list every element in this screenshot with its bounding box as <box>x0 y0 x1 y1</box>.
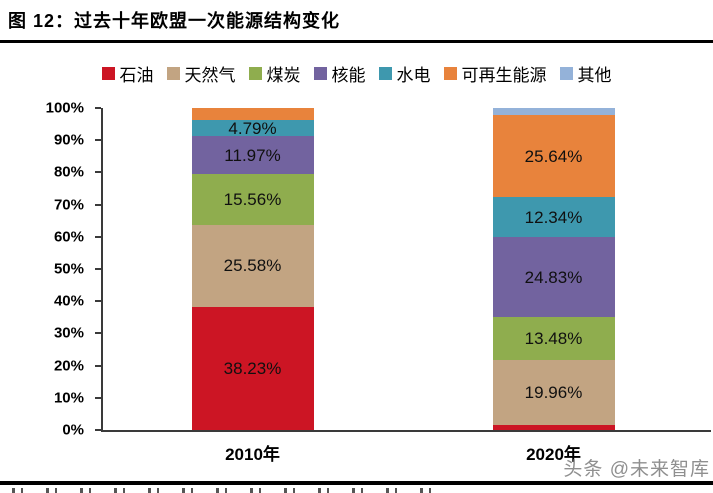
x-axis-category-label: 2010年 <box>225 445 280 464</box>
y-axis-tick-label: 30% <box>53 324 84 342</box>
y-axis-tick-mark <box>95 396 101 399</box>
y-axis-tick-mark <box>95 107 101 109</box>
legend-item-可再生能源: 可再生能源 <box>443 61 547 86</box>
legend-item-石油: 石油 <box>101 61 154 86</box>
legend-label: 可再生能源 <box>461 65 547 85</box>
y-axis-tick-mark <box>95 203 101 206</box>
legend-swatch-icon <box>559 66 573 80</box>
y-axis-tick-label: 70% <box>53 196 84 214</box>
legend-item-核能: 核能 <box>313 61 366 86</box>
bar-segment-核能: 11.97% <box>191 135 314 175</box>
chart-legend: 石油 天然气 煤炭 核能 水电 可再生能源 其他 <box>0 58 713 88</box>
watermark-text: 头条 @未来智库 <box>563 459 710 480</box>
y-axis-tick-label: 0% <box>62 421 84 439</box>
bar-segment-核能: 24.83% <box>492 237 615 317</box>
y-axis-tick-label: 40% <box>53 292 84 310</box>
bar-segment-value: 19.96% <box>524 383 583 403</box>
legend-swatch-icon <box>443 66 457 80</box>
y-axis-tick-label: 10% <box>53 389 84 407</box>
y-axis-tick-label: 80% <box>53 163 84 181</box>
y-axis-tick-mark <box>95 171 101 174</box>
legend-label: 其他 <box>577 65 612 85</box>
legend-item-其他: 其他 <box>559 61 612 86</box>
bar-segment-煤炭: 13.48% <box>492 317 615 361</box>
legend-item-水电: 水电 <box>378 61 431 86</box>
bar-segment-value: 24.83% <box>524 267 583 287</box>
y-axis-tick-label: 100% <box>45 99 84 117</box>
bar-segment-水电: 4.79% <box>191 118 314 138</box>
legend-item-煤炭: 煤炭 <box>248 61 301 86</box>
bar-segment-石油 <box>492 424 615 430</box>
bottom-divider-line <box>0 481 713 485</box>
x-axis-category-label: 2020年 <box>526 445 581 464</box>
y-axis-tick-mark <box>95 139 101 142</box>
y-axis-tick-mark <box>95 364 101 367</box>
bar-segment-value: 11.97% <box>224 145 281 165</box>
legend-label: 煤炭 <box>266 65 301 85</box>
legend-label: 核能 <box>331 65 366 85</box>
bar-segment-value: 25.64% <box>524 146 583 166</box>
bar-segment-value: 25.58% <box>223 256 282 276</box>
title-divider-line <box>0 40 713 43</box>
y-axis-tick-label: 50% <box>53 260 84 278</box>
bar-segment-value: 15.56% <box>223 189 282 209</box>
bar-segment-其他 <box>492 108 615 115</box>
legend-swatch-icon <box>378 66 392 80</box>
bar-segment-value: 38.23% <box>223 358 282 378</box>
cropped-footer-text <box>12 488 452 493</box>
y-axis-tick-mark <box>95 235 101 238</box>
legend-item-天然气: 天然气 <box>166 61 236 86</box>
y-axis-tick-label: 90% <box>53 131 84 149</box>
bar-segment-天然气: 19.96% <box>492 360 615 425</box>
legend-swatch-icon <box>248 66 262 80</box>
y-axis-tick-mark <box>95 268 101 270</box>
bar-segment-value: 4.79% <box>228 118 277 138</box>
y-axis-tick-label: 20% <box>53 357 84 375</box>
y-axis-line <box>101 108 103 430</box>
bar-segment-水电: 12.34% <box>492 197 615 238</box>
legend-swatch-icon <box>313 66 327 80</box>
figure-title: 图 12：过去十年欧盟一次能源结构变化 <box>8 11 341 31</box>
y-axis-tick-mark <box>95 332 101 335</box>
bar-segment-天然气: 25.58% <box>191 224 314 307</box>
bar-segment-煤炭: 15.56% <box>191 174 314 225</box>
y-axis-tick-mark <box>95 429 101 431</box>
bar-segment-value: 13.48% <box>524 329 583 349</box>
bar-segment-石油: 38.23% <box>191 306 314 430</box>
legend-label: 石油 <box>119 65 154 85</box>
y-axis-tick-label: 60% <box>53 228 84 246</box>
legend-label: 水电 <box>396 65 431 85</box>
legend-swatch-icon <box>101 66 115 80</box>
y-axis-tick-mark <box>95 300 101 303</box>
bar-segment-可再生能源: 25.64% <box>492 114 615 198</box>
legend-swatch-icon <box>166 66 180 80</box>
bar-segment-value: 12.34% <box>524 207 583 227</box>
legend-label: 天然气 <box>184 65 236 85</box>
bar-segment-可再生能源 <box>191 108 314 121</box>
x-axis-line <box>101 430 711 432</box>
